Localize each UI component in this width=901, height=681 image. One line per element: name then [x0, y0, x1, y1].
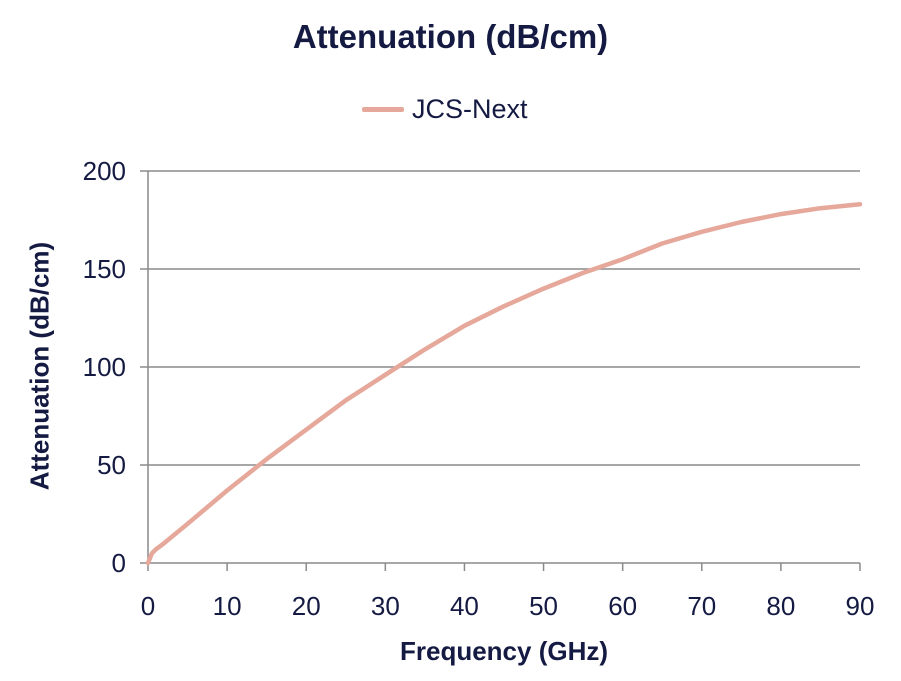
x-tick-label: 20 [292, 591, 321, 621]
legend-label: JCS-Next [412, 94, 528, 124]
x-tick-label: 0 [141, 591, 155, 621]
x-tick-label: 50 [529, 591, 558, 621]
x-tick-label: 90 [846, 591, 875, 621]
y-tick-label: 0 [112, 548, 126, 578]
series-line [145, 202, 863, 566]
y-tick-label: 50 [97, 450, 126, 480]
x-tick-label: 10 [213, 591, 242, 621]
x-axis-label: Frequency (GHz) [399, 636, 609, 666]
legend: JCS-Next [362, 94, 528, 125]
chart-title: Attenuation (dB/cm) [292, 18, 609, 55]
y-tick-label: 200 [83, 156, 126, 186]
x-tick-label: 80 [766, 591, 795, 621]
legend-swatch [362, 107, 404, 112]
x-tick-label: 40 [450, 591, 479, 621]
x-tick-label: 30 [371, 591, 400, 621]
y-tick-label: 150 [83, 254, 126, 284]
x-tick-label: 70 [687, 591, 716, 621]
y-tick-label: 100 [83, 352, 126, 382]
x-tick-label: 60 [608, 591, 637, 621]
